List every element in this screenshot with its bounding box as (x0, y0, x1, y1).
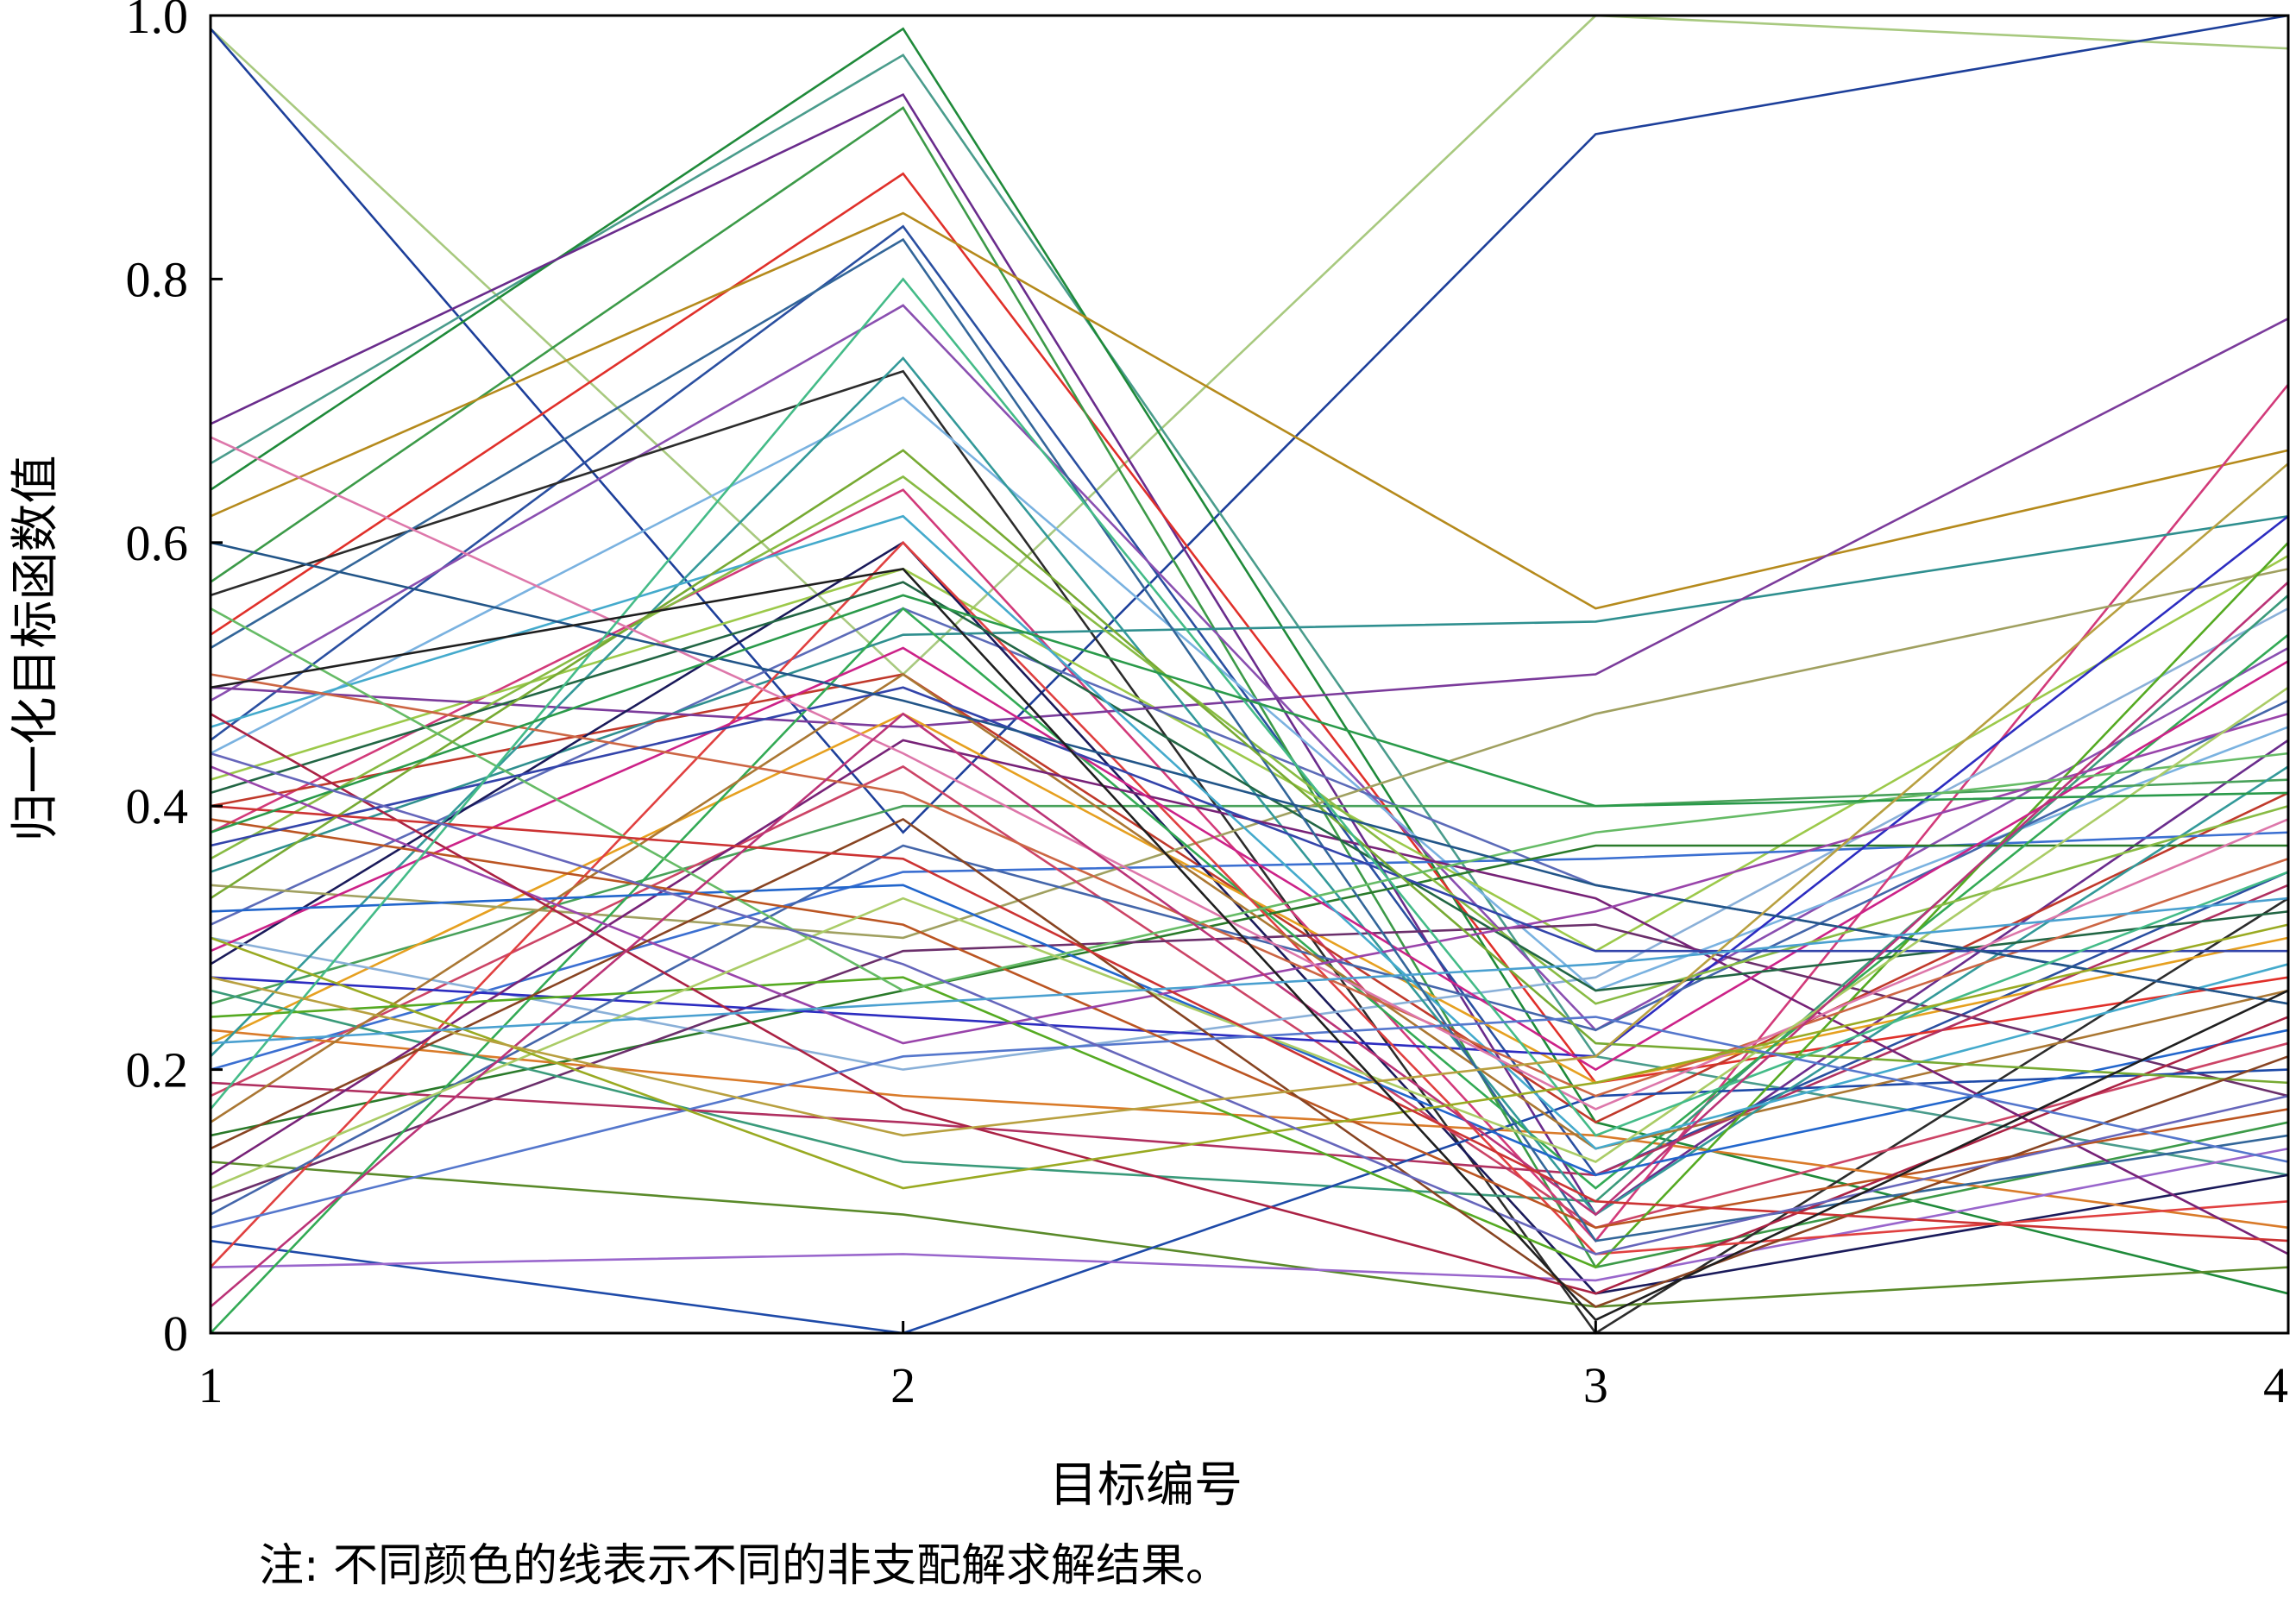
series-line-31 (210, 884, 2289, 1177)
y-tick-label: 0 (163, 1305, 188, 1362)
series-line-24 (210, 764, 2289, 1230)
x-axis-title: 目标编号 (1049, 1457, 1242, 1513)
series-line-63 (210, 804, 2289, 1243)
y-axis-title: 归一化目标函数值 (8, 456, 64, 842)
series-line-66 (210, 462, 2289, 1137)
series-line-64 (210, 594, 2289, 834)
series-line-62 (210, 923, 2289, 1190)
x-axis-ticks: 1 2 3 4 (198, 1321, 2290, 1413)
y-axis-ticks: 0 0.2 0.4 0.6 0.8 1.0 (126, 0, 223, 1362)
series-line-47 (210, 713, 2289, 1045)
series-line-48 (210, 514, 2289, 1150)
series-line-60 (210, 581, 2289, 1308)
series-line-2 (210, 14, 2289, 834)
series-line-46 (210, 581, 2289, 992)
chart-note: 注: 不同颜色的线表示不同的非支配解求解结果。 (259, 1540, 1230, 1592)
series-line-12 (210, 396, 2289, 992)
x-tick-label: 4 (2263, 1357, 2288, 1413)
series-line-45 (210, 818, 2289, 1230)
series-line-55 (210, 436, 2289, 1110)
series-line-53 (210, 686, 2288, 953)
series-line-33 (210, 1068, 2289, 1335)
series-line-67 (210, 567, 2289, 1322)
series-line-37 (210, 699, 2289, 1216)
series-line-32 (210, 1161, 2289, 1308)
y-tick-label: 0.4 (126, 778, 189, 834)
series-line-1 (210, 14, 2289, 676)
series-line-11 (210, 369, 2289, 1335)
series-line-36 (210, 540, 2289, 1268)
series-line-68 (210, 897, 2289, 1045)
x-tick-label: 2 (890, 1357, 915, 1413)
y-tick-label: 0.2 (126, 1042, 189, 1098)
series-line-34 (210, 1147, 2289, 1282)
y-tick-label: 1.0 (126, 0, 189, 44)
series-line-50 (210, 237, 2289, 1243)
x-tick-label: 1 (198, 1357, 223, 1413)
series-line-41 (210, 541, 2289, 1269)
series-line-13 (210, 383, 2290, 1243)
series-line-56 (210, 541, 2289, 1005)
series-line-58 (210, 817, 2289, 1308)
series-line-9 (210, 211, 2289, 610)
series-line-4 (210, 27, 2289, 1295)
series-line-54 (210, 449, 2289, 1085)
series-lines (210, 14, 2290, 1335)
y-tick-label: 0.8 (126, 251, 189, 307)
series-line-51 (210, 607, 2289, 992)
series-line-10 (210, 304, 2289, 1032)
series-line-8 (210, 106, 2289, 1269)
y-tick-label: 0.6 (126, 515, 189, 571)
x-tick-label: 3 (1583, 1357, 1608, 1413)
series-line-65 (210, 752, 2289, 1255)
series-line-29 (210, 1029, 2289, 1230)
series-line-61 (210, 1016, 2289, 1230)
plot-frame (209, 14, 2290, 1335)
